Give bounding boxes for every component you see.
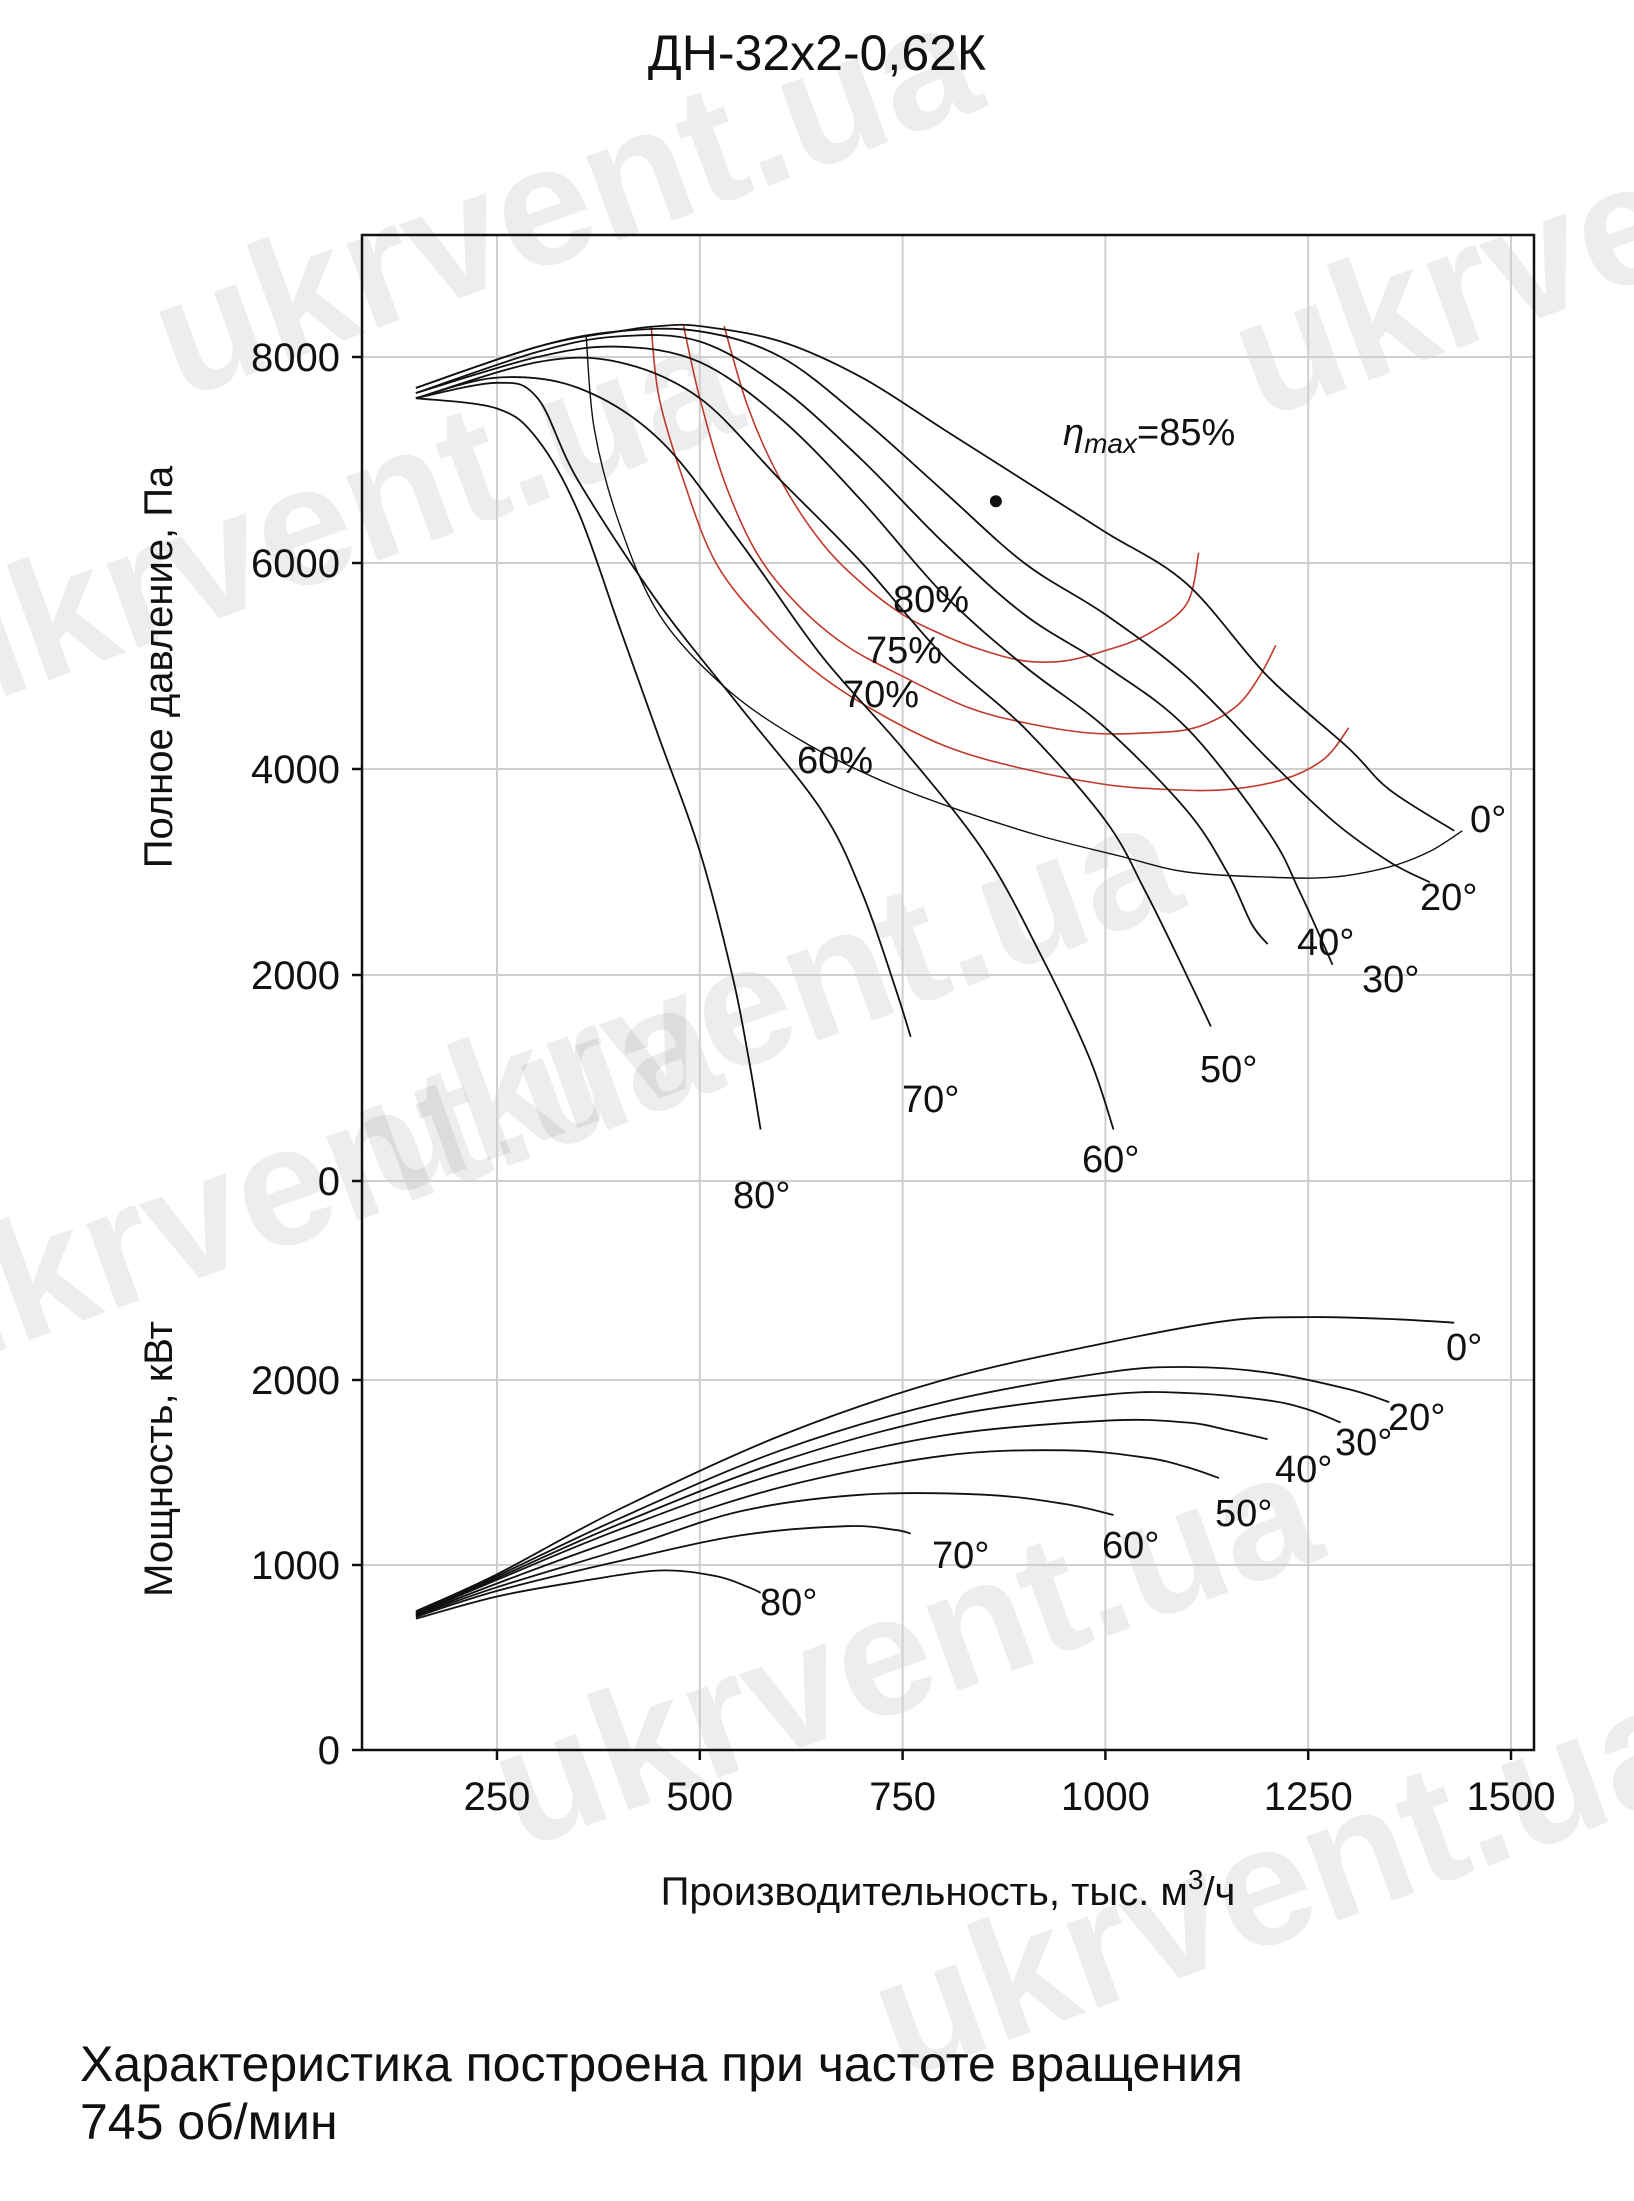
power-y-tick-label: 2000 — [251, 1359, 340, 1403]
pressure-axis-label: Полное давление, Па — [137, 465, 181, 868]
pressure-curve-label: 0° — [1470, 799, 1506, 841]
power-curve-label: 40° — [1275, 1449, 1332, 1491]
eta-value: =85% — [1137, 412, 1235, 454]
pressure-curve-30deg — [415, 334, 1334, 966]
x-tick-label: 250 — [464, 1775, 531, 1819]
pressure-curve-label: 20° — [1420, 877, 1477, 919]
pressure-curve-70deg — [415, 381, 912, 1038]
pressure-curve-label: 70° — [902, 1079, 959, 1121]
power-axis-label: Мощность, кВт — [137, 1321, 181, 1597]
x-tick-label: 1000 — [1061, 1775, 1150, 1819]
power-curve-60deg — [415, 1492, 1114, 1617]
x-axis-label-tail: /ч — [1203, 1870, 1235, 1914]
efficiency-contours — [585, 325, 1463, 879]
x-axis-label: Производительность, тыс. м3/ч — [661, 1864, 1236, 1914]
power-curve-80deg — [415, 1569, 762, 1620]
efficiency-contour-75 — [682, 325, 1277, 735]
pressure-curve-20deg — [415, 327, 1431, 884]
best-efficiency-point — [989, 495, 1002, 508]
pressure-curve-label: 80° — [733, 1175, 790, 1217]
watermark-text: ukrvent.ua — [0, 942, 742, 1415]
pressure-curve-40deg — [415, 345, 1269, 945]
power-curve-label: 70° — [932, 1535, 989, 1577]
eta-subscript: max — [1084, 428, 1138, 459]
pressure-y-tick-label: 4000 — [251, 748, 340, 792]
pressure-y-tick-label: 0 — [318, 1160, 340, 1204]
pressure-curve-label: 30° — [1362, 959, 1419, 1001]
series-layer — [415, 323, 1455, 1620]
pressure-curve-50deg — [415, 356, 1212, 1027]
power-curve-50deg — [415, 1449, 1220, 1616]
speed-note-line2: 745 об/мин — [80, 2094, 338, 2150]
efficiency-contour-70 — [650, 326, 1350, 792]
x-axis-label-sup: 3 — [1188, 1864, 1204, 1895]
plot-frame — [360, 233, 1536, 1752]
power-curve-0deg — [415, 1316, 1455, 1613]
efficiency-label: 70% — [843, 674, 919, 716]
efficiency-label: 75% — [866, 630, 942, 672]
power-curve-label: 60° — [1102, 1525, 1159, 1567]
power-curve-label: 30° — [1335, 1422, 1392, 1464]
eta-max-label: ηmax=85% — [1063, 412, 1235, 459]
power-curve-label: 80° — [760, 1582, 817, 1624]
power-curve-label: 20° — [1388, 1397, 1445, 1439]
power-curve-label: 0° — [1446, 1327, 1482, 1369]
power-curve-70deg — [415, 1525, 911, 1618]
efficiency-label: 80% — [893, 579, 969, 621]
speed-note: Характеристика построена при частоте вра… — [80, 2035, 1580, 2151]
watermark-text: ukrvent.ua — [1208, 0, 1634, 455]
pressure-curve-label: 50° — [1200, 1049, 1257, 1091]
speed-note-line1: Характеристика построена при частоте вра… — [80, 2036, 1243, 2092]
pressure-y-tick-label: 2000 — [251, 954, 340, 998]
pressure-curve-label: 60° — [1082, 1139, 1139, 1181]
watermark-layer: ukrvent.uaukrvent.uaukrvent.uaukrvent.ua… — [0, 0, 1634, 2115]
pressure-y-tick-label: 6000 — [251, 542, 340, 586]
x-tick-label: 500 — [666, 1775, 733, 1819]
x-tick-label: 750 — [869, 1775, 936, 1819]
axes-layer: 0 2000 4000 6000 8000 0 1000 2000 250 500 750 1000 1… — [137, 336, 1555, 1914]
power-curve-20deg — [415, 1366, 1390, 1614]
x-tick-label: 1250 — [1264, 1775, 1353, 1819]
power-curve-30deg — [415, 1391, 1341, 1614]
x-axis-label-main: Производительность, тыс. м — [661, 1870, 1188, 1914]
power-curve-40deg — [415, 1418, 1268, 1615]
power-y-tick-label: 1000 — [251, 1544, 340, 1588]
curve-labels: 0°20°30°40°50°60°70°80°0°20°30°40°50°60°… — [733, 412, 1506, 1624]
pressure-curve-label: 40° — [1297, 922, 1354, 964]
eta-symbol: η — [1063, 412, 1084, 454]
power-y-tick-label: 0 — [318, 1729, 340, 1773]
pressure-curve-60deg — [415, 376, 1115, 1130]
x-tick-label: 1500 — [1467, 1775, 1556, 1819]
chart-title: ДН-32х2-0,62К — [648, 25, 986, 81]
pressure-curve-80deg — [415, 397, 762, 1130]
pressure-y-tick-label: 8000 — [251, 336, 340, 380]
efficiency-contour-60 — [585, 336, 1463, 879]
power-curve-label: 50° — [1215, 1493, 1272, 1535]
efficiency-label: 60% — [797, 740, 873, 782]
